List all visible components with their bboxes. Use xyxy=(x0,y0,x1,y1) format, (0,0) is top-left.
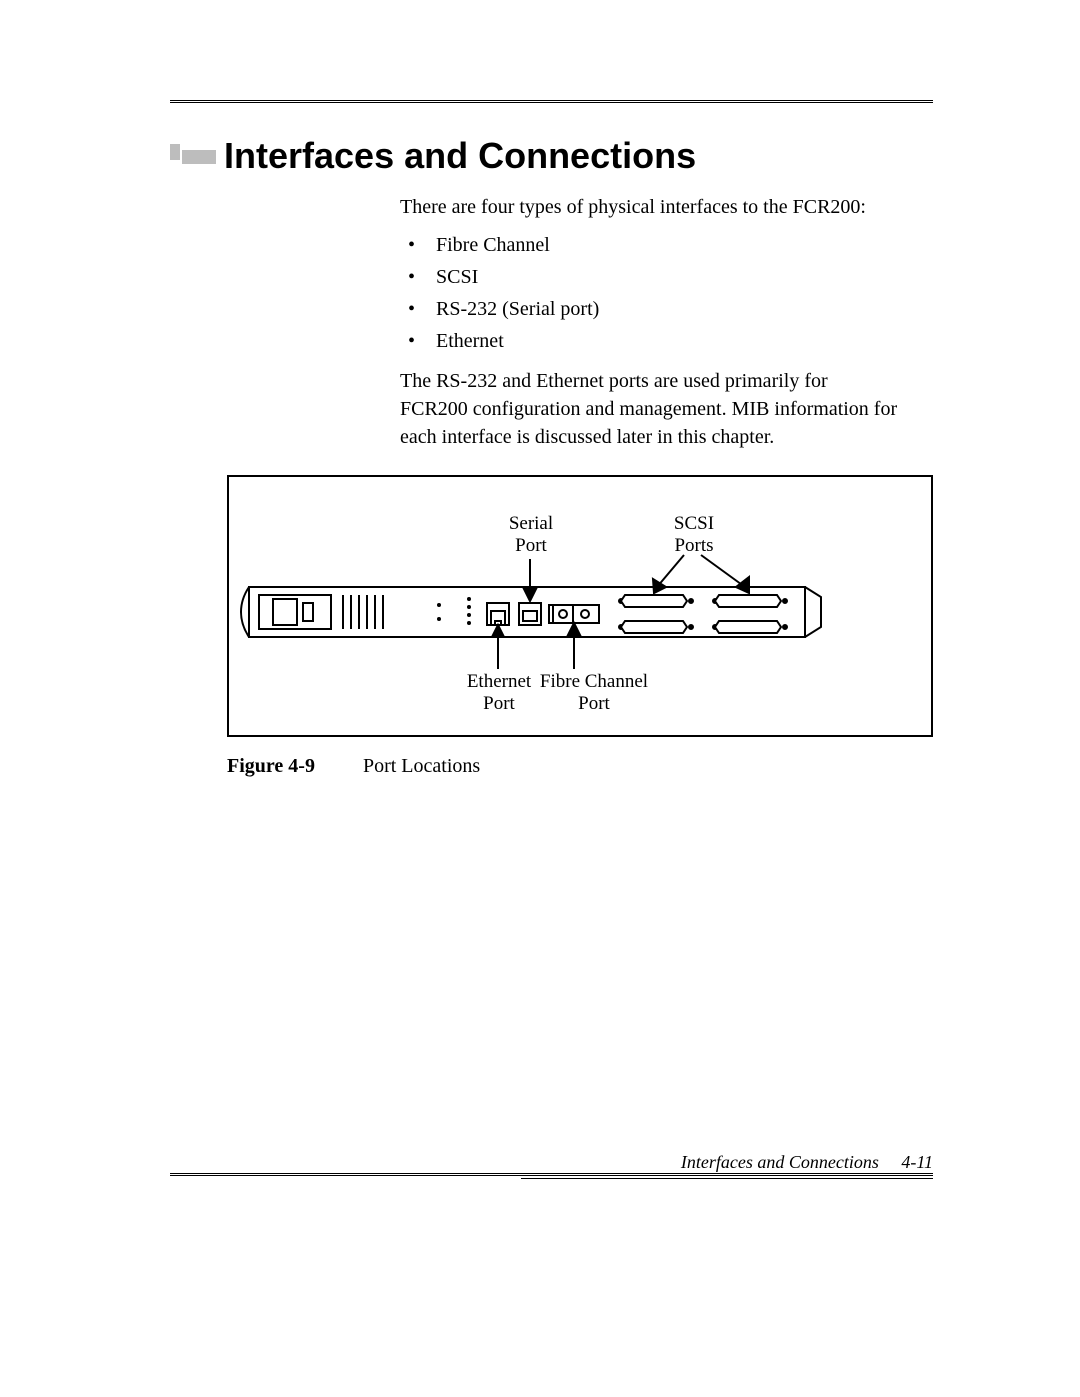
list-item: Fibre Channel xyxy=(400,231,900,259)
figure-number: Figure 4-9 xyxy=(227,755,315,777)
label-fibre: Fibre ChannelPort xyxy=(529,671,659,715)
figure-title: Port Locations xyxy=(363,755,480,777)
list-item: RS-232 (Serial port) xyxy=(400,295,900,323)
label-serial: SerialPort xyxy=(501,513,561,557)
paragraph-2: The RS-232 and Ethernet ports are used p… xyxy=(400,367,900,451)
intro-paragraph: There are four types of physical interfa… xyxy=(400,193,900,221)
footer-rule xyxy=(170,1173,933,1179)
heading-marker-icon xyxy=(170,142,216,170)
figure-port-locations: SerialPort SCSIPorts EthernetPort Fibre … xyxy=(227,475,933,737)
footer-page-number: 4-11 xyxy=(901,1152,933,1172)
top-rule xyxy=(170,100,933,103)
footer-section: Interfaces and Connections xyxy=(681,1152,879,1172)
list-item: Ethernet xyxy=(400,327,900,355)
label-scsi: SCSIPorts xyxy=(661,513,727,557)
body-text: There are four types of physical interfa… xyxy=(400,193,900,451)
page-footer: Interfaces and Connections 4-11 xyxy=(170,1178,933,1179)
section-heading: Interfaces and Connections xyxy=(170,135,933,177)
heading-text: Interfaces and Connections xyxy=(224,135,696,177)
interface-list: Fibre Channel SCSI RS-232 (Serial port) … xyxy=(400,231,900,355)
list-item: SCSI xyxy=(400,263,900,291)
figure-caption: Figure 4-9 Port Locations xyxy=(227,755,933,778)
